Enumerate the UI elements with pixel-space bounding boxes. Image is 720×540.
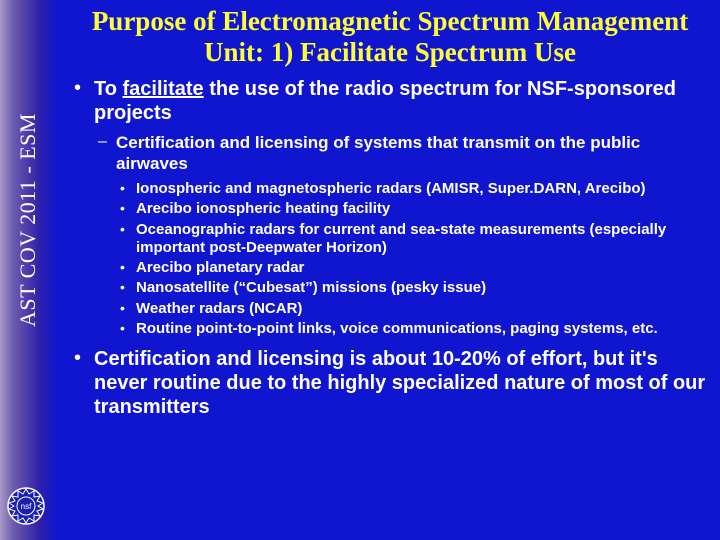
bullet-lvl3: Arecibo planetary radar [116,259,710,277]
bullet-lvl3: Nanosatellite (“Cubesat”) missions (pesk… [116,279,710,297]
bullet-lvl3-text: Arecibo planetary radar [136,259,304,276]
bullet-lvl2-text: Certification and licensing of systems t… [116,133,640,172]
nsf-logo-icon: nsf [6,486,46,526]
bullet-lvl1-text: Certification and licensing is about 10-… [94,348,705,417]
bullet-lvl3-text: Oceanographic radars for current and sea… [136,221,666,256]
sidebar-vertical-label: AST COV 2011 - ESM [15,113,41,327]
svg-text:nsf: nsf [21,502,32,511]
bullet-lvl3: Arecibo ionospheric heating facility [116,200,710,218]
bullet-lvl3: Routine point-to-point links, voice comm… [116,320,710,338]
bullet-lvl3-text: Routine point-to-point links, voice comm… [136,320,658,337]
bullet-lvl3: Oceanographic radars for current and sea… [116,221,710,258]
bullet-lvl1: To facilitate the use of the radio spect… [70,78,710,338]
bullet-lvl3-text: Ionospheric and magnetospheric radars (A… [136,180,646,197]
sidebar-gradient: AST COV 2011 - ESM nsf [0,0,56,540]
bullet-lvl3-text: Nanosatellite (“Cubesat”) missions (pesk… [136,279,486,296]
bullet-lvl3: Ionospheric and magnetospheric radars (A… [116,180,710,198]
bullet-lvl2: Certification and licensing of systems t… [94,133,710,338]
slide-title: Purpose of Electromagnetic Spectrum Mana… [70,6,710,68]
slide-content: To facilitate the use of the radio spect… [70,78,710,429]
bullet-lvl3-text: Arecibo ionospheric heating facility [136,200,390,217]
bullet-lvl3-text: Weather radars (NCAR) [136,300,302,317]
bullet-lvl1-text: To facilitate the use of the radio spect… [94,78,676,124]
bullet-lvl1: Certification and licensing is about 10-… [70,348,710,419]
bullet-lvl3: Weather radars (NCAR) [116,300,710,318]
